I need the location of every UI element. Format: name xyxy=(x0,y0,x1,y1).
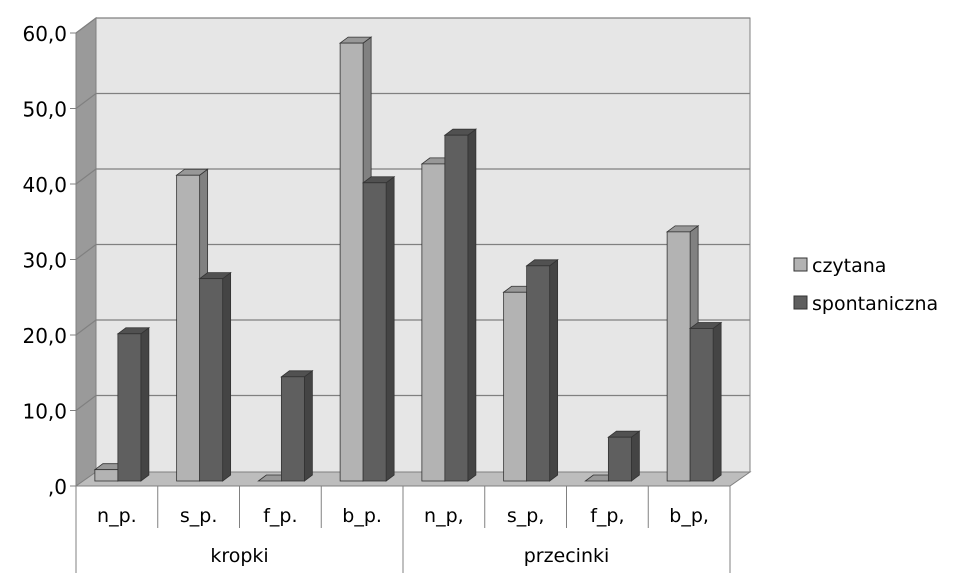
x-axis: n_p. s_p. f_p. b_p. n_p, s_p, f_p, b_p,kropki pr… xyxy=(75,485,731,573)
bars xyxy=(93,36,723,482)
bar-front xyxy=(362,182,387,482)
bar xyxy=(361,175,396,482)
legend-swatch xyxy=(793,295,808,310)
bar-front xyxy=(444,134,469,482)
y-tick-label: 60,0 xyxy=(22,22,67,46)
bar-front xyxy=(280,376,305,482)
bar-front xyxy=(666,231,691,482)
y-tick-label: 10,0 xyxy=(22,400,67,424)
bar xyxy=(116,326,151,482)
x-category-label: f_p, xyxy=(590,505,624,527)
legend-swatch xyxy=(793,257,808,272)
bar-front xyxy=(339,42,364,482)
x-category-label: n_p. xyxy=(97,505,137,527)
x-group-label: kropki xyxy=(210,545,268,567)
y-axis-ticks: ,0 10,0 20,0 30,0 40,0 50,0 60,0 xyxy=(22,22,77,499)
gridline xyxy=(75,17,750,34)
x-category-label: s_p, xyxy=(507,505,545,527)
bar xyxy=(443,128,478,482)
bar-front xyxy=(117,333,142,482)
gridline xyxy=(75,243,750,260)
bar-side xyxy=(549,259,559,482)
y-tick-label: 20,0 xyxy=(22,324,67,348)
bar-side xyxy=(140,326,150,482)
x-category-label: b_p. xyxy=(342,505,382,527)
bar xyxy=(525,259,559,482)
bar xyxy=(198,271,232,482)
legend: czytana spontaniczna xyxy=(793,255,938,315)
bar-side xyxy=(712,321,722,482)
y-tick-label: 40,0 xyxy=(22,173,67,197)
bar-front xyxy=(526,265,551,482)
bar-front xyxy=(94,469,119,482)
bar xyxy=(607,430,641,482)
bar xyxy=(280,370,314,482)
x-category-label: n_p, xyxy=(424,505,464,527)
bar-side xyxy=(630,430,640,482)
y-tick-label: 30,0 xyxy=(22,249,67,273)
bar-side xyxy=(467,128,477,482)
bar-front xyxy=(503,291,528,482)
x-category-label: s_p. xyxy=(180,505,218,527)
bar-side xyxy=(222,271,232,482)
bar-side xyxy=(303,370,313,482)
bar-front xyxy=(607,436,632,482)
legend-label: spontaniczna xyxy=(812,293,938,315)
x-category-label: f_p. xyxy=(263,505,297,527)
bar-front xyxy=(199,278,224,482)
legend-label: czytana xyxy=(812,255,886,277)
bar-front xyxy=(421,163,446,482)
y-tick-label: ,0 xyxy=(48,475,67,499)
bar-side xyxy=(385,175,395,482)
bar-front xyxy=(689,328,714,482)
bar xyxy=(688,321,723,482)
gridline xyxy=(75,168,750,185)
gridline xyxy=(75,92,750,109)
x-category-label: b_p, xyxy=(669,505,709,527)
x-group-label: przecinki xyxy=(524,545,610,567)
y-tick-label: 50,0 xyxy=(22,98,67,122)
bar-front xyxy=(176,174,201,482)
